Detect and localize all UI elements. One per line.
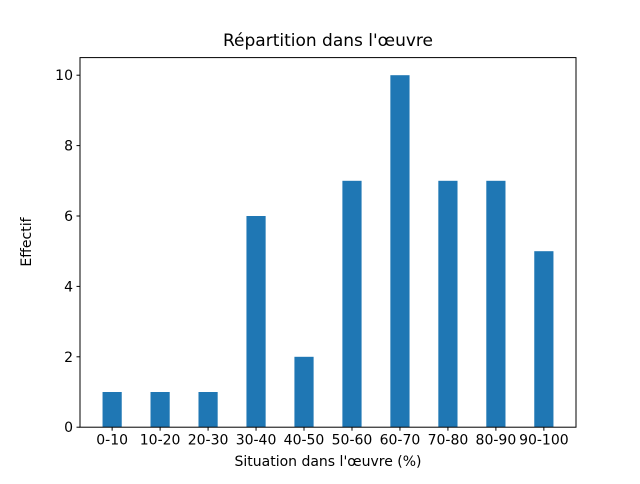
bar [390,75,410,428]
bar [486,180,506,428]
x-tick-label: 80-90 [476,433,517,449]
y-tick-label: 6 [64,209,73,225]
x-tick-label: 70-80 [428,433,469,449]
bar [342,180,362,428]
bar [150,392,170,428]
y-tick-label: 4 [64,279,73,295]
x-tick-label: 0-10 [96,433,128,449]
plot-area: 0-10 10-20 20-30 30-40 40-50 50-60 60-70 70-80 8… [55,57,577,449]
y-tick-label: 10 [55,68,73,84]
y-tick-label: 8 [64,139,73,155]
y-tick-label: 0 [64,420,73,436]
x-tick-label: 20-30 [188,433,229,449]
bar [198,392,218,428]
x-tick-label: 30-40 [236,433,277,449]
bar [438,180,458,428]
x-tick-label: 50-60 [332,433,373,449]
axes-frame [79,57,577,428]
y-axis-label: Effectif [19,216,35,266]
x-axis-label: Situation dans l'œuvre (%) [234,454,421,470]
x-tick-label: 40-50 [284,433,325,449]
y-tick-label: 2 [64,350,73,366]
x-tick-label: 90-100 [519,433,569,449]
chart-title: Répartition dans l'œuvre [223,31,433,51]
bar [534,251,554,428]
bar [246,216,266,428]
x-tick-label: 60-70 [380,433,421,449]
bar [294,356,314,428]
bar [102,392,122,428]
x-tick-label: 10-20 [140,433,181,449]
